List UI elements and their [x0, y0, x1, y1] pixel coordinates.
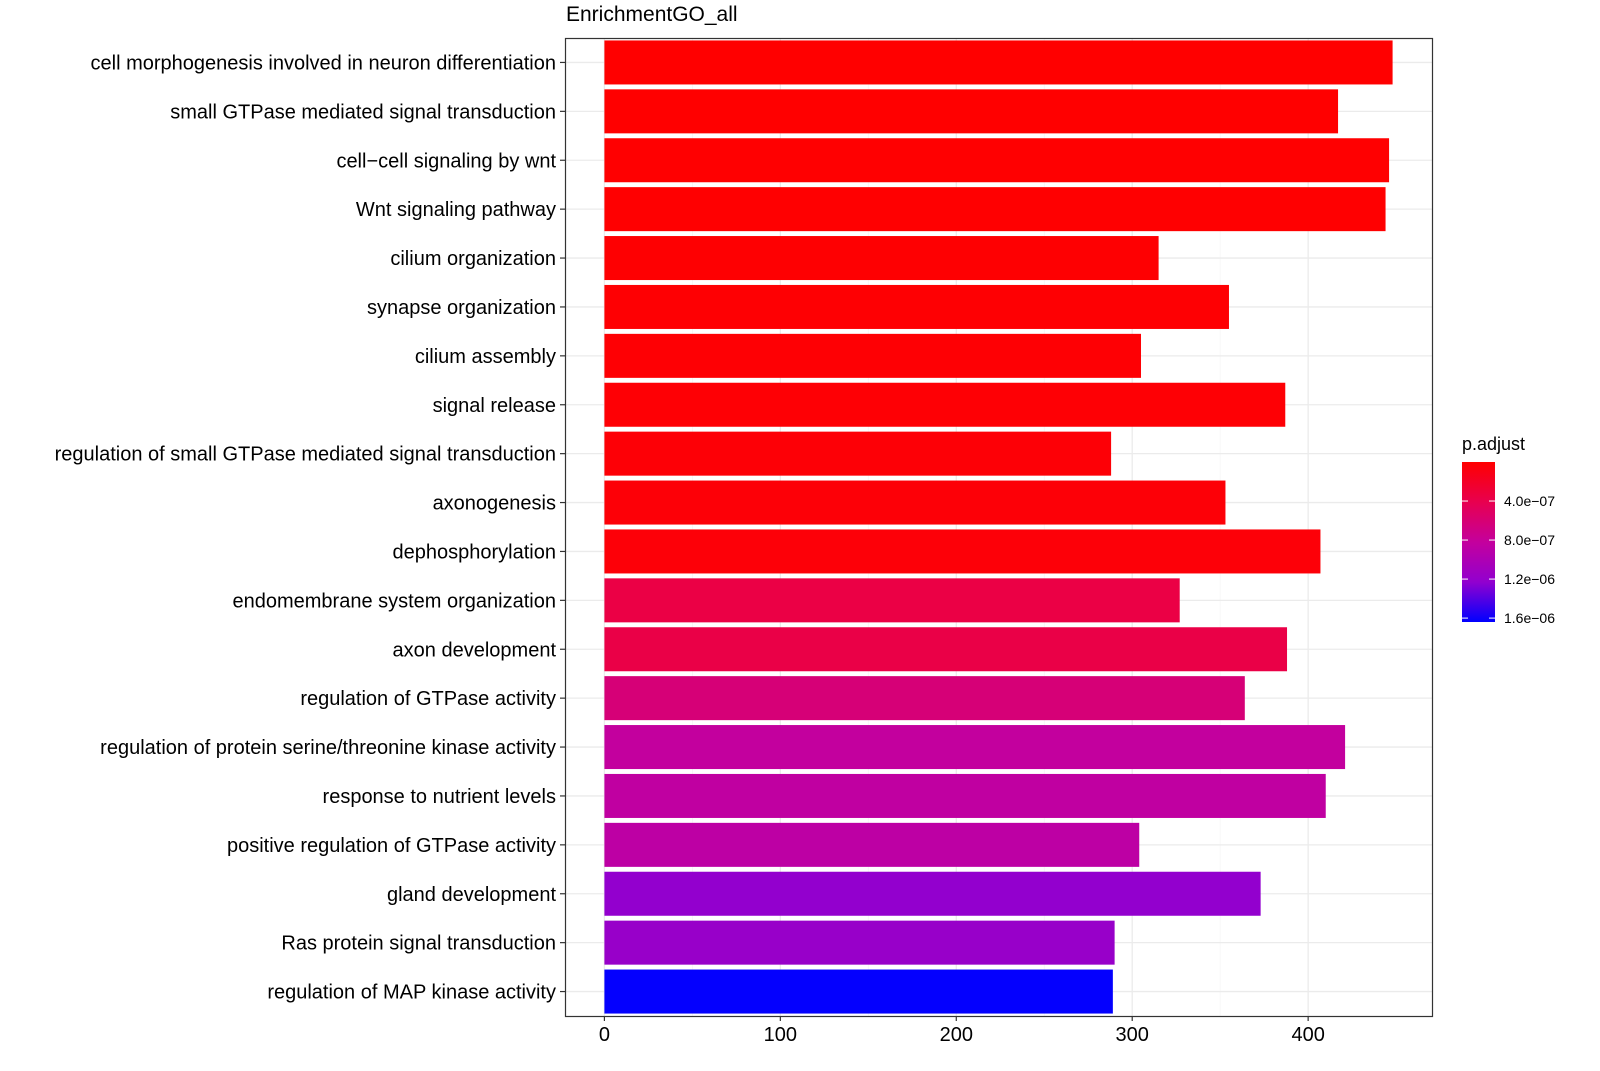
bar — [604, 529, 1321, 574]
legend: p.adjust 4.0e−07 8.0e−07 1.2e−06 1.6e−06 — [1462, 434, 1555, 626]
bar — [604, 822, 1140, 867]
legend-colorbar — [1462, 462, 1495, 622]
y-tick-label: axonogenesis — [433, 493, 556, 515]
legend-tick-label: 1.2e−06 — [1504, 571, 1555, 587]
bar — [604, 969, 1113, 1014]
bar — [604, 138, 1390, 183]
bar — [604, 431, 1112, 476]
y-tick-label: signal release — [433, 395, 556, 417]
y-tick-label: cell morphogenesis involved in neuron di… — [91, 52, 556, 74]
x-axis: 0 100 200 300 400 — [599, 1016, 1325, 1046]
bar — [604, 773, 1326, 818]
x-tick-label: 100 — [764, 1024, 797, 1046]
bar — [604, 627, 1288, 672]
grid — [565, 38, 1432, 1016]
legend-tick-label: 4.0e−07 — [1504, 493, 1555, 509]
y-tick-label: dephosphorylation — [393, 541, 556, 563]
y-tick-label: Ras protein signal transduction — [281, 933, 556, 955]
y-tick-label: gland development — [387, 884, 556, 906]
bar — [604, 578, 1180, 623]
x-tick-label: 300 — [1116, 1024, 1149, 1046]
y-tick-label: response to nutrient levels — [323, 786, 556, 808]
chart-title: EnrichmentGO_all — [566, 3, 738, 26]
legend-title: p.adjust — [1462, 434, 1525, 454]
y-tick-label: Wnt signaling pathway — [356, 199, 556, 221]
plot-background — [565, 38, 1432, 1016]
bar — [604, 871, 1261, 916]
y-tick-label: cilium assembly — [415, 346, 556, 368]
y-tick-label: axon development — [393, 639, 557, 661]
bar — [604, 187, 1386, 232]
y-tick-label: regulation of protein serine/threonine k… — [100, 737, 556, 759]
x-tick-label: 0 — [599, 1024, 610, 1046]
bar — [604, 480, 1226, 525]
x-tick-label: 400 — [1291, 1024, 1324, 1046]
y-tick-label: endomembrane system organization — [232, 590, 556, 612]
bars — [604, 40, 1393, 1014]
legend-tick-label: 1.6e−06 — [1504, 610, 1555, 626]
bar — [604, 725, 1346, 770]
y-tick-label: positive regulation of GTPase activity — [227, 835, 556, 857]
bar — [604, 89, 1339, 134]
y-axis-labels: cell morphogenesis involved in neuron di… — [55, 52, 565, 1004]
legend-tick-label: 8.0e−07 — [1504, 532, 1555, 548]
bar — [604, 40, 1393, 85]
y-tick-label: small GTPase mediated signal transductio… — [170, 101, 556, 123]
bar — [604, 920, 1115, 965]
bar — [604, 284, 1229, 329]
bar — [604, 382, 1286, 427]
bar — [604, 676, 1245, 721]
bar — [604, 236, 1159, 281]
y-tick-label: cell−cell signaling by wnt — [336, 150, 556, 172]
y-tick-label: regulation of small GTPase mediated sign… — [55, 444, 556, 466]
y-tick-label: cilium organization — [390, 248, 556, 270]
y-tick-label: synapse organization — [367, 297, 556, 319]
plot-panel-border — [564, 37, 1434, 1018]
y-tick-label: regulation of MAP kinase activity — [267, 982, 556, 1004]
bar — [604, 333, 1142, 378]
y-tick-label: regulation of GTPase activity — [300, 688, 556, 710]
x-tick-label: 200 — [940, 1024, 973, 1046]
